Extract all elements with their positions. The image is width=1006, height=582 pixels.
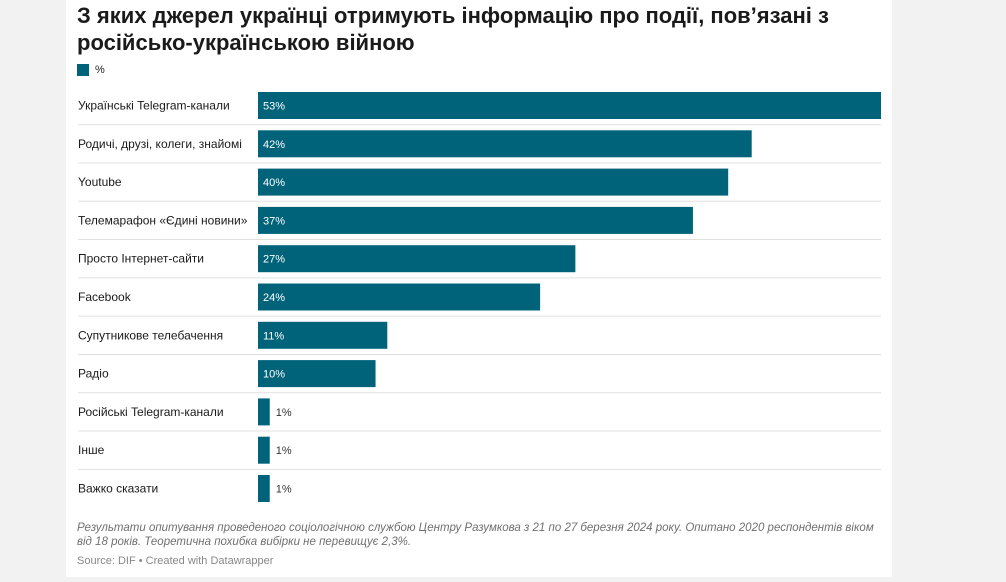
bar [258,398,270,426]
bar [258,245,576,273]
value-label: 1% [276,407,292,419]
value-label: 24% [263,292,285,304]
category-label: Facebook [78,290,132,304]
category-label: Youtube [78,175,122,189]
bar [258,92,881,119]
legend-swatch [77,64,89,76]
value-label: 37% [263,215,285,227]
category-label: Родичі, друзі, колеги, знайомі [78,137,242,151]
value-label: 1% [276,484,292,496]
bar [258,360,376,388]
category-label: Телемарафон «Єдині новини» [78,213,248,227]
bar [258,168,729,196]
bar [258,321,388,349]
bar [258,206,693,234]
value-label: 53% [263,101,285,113]
bar [258,475,270,502]
category-label: Супутникове телебачення [78,328,223,342]
value-label: 27% [263,254,285,266]
category-label: Важко сказати [78,482,158,496]
chart-source: Source: DIF • Created with Datawrapper [77,555,274,567]
value-label: 1% [276,445,292,457]
category-label: Російські Telegram-канали [78,405,224,419]
legend-label: % [95,64,105,76]
category-label: Просто Інтернет-сайти [78,252,204,266]
value-label: 11% [263,330,284,342]
category-label: Українські Telegram-канали [78,99,230,113]
category-label: Інше [78,443,105,457]
value-label: 10% [263,369,285,381]
chart-notes: Результати опитування проведеного соціол… [77,522,874,548]
bar [258,130,752,158]
bar [258,283,541,311]
value-label: 42% [263,139,285,151]
chart-title: З яких джерел українці отримують інформа… [77,3,829,55]
legend: % [77,64,105,76]
value-label: 40% [263,177,285,189]
bar [258,436,270,464]
category-label: Радіо [78,367,109,381]
